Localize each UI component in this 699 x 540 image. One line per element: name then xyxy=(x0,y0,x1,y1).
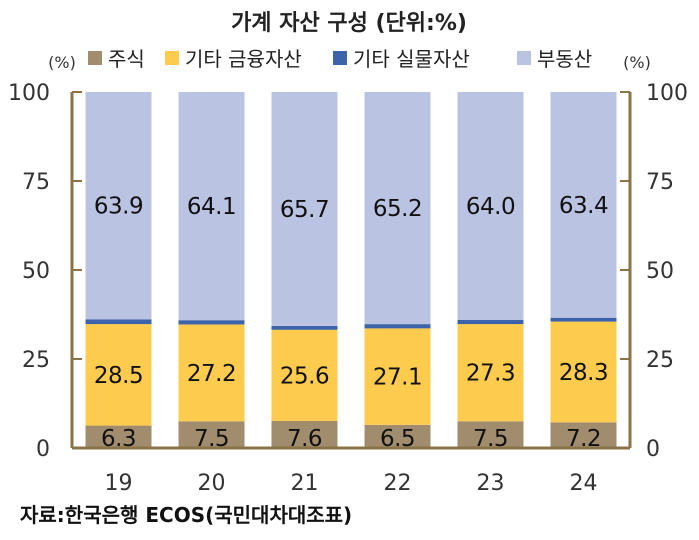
bar-segment-21-3 xyxy=(271,325,338,330)
bar-segment-20-2 xyxy=(178,324,245,422)
bar-segment-21-2 xyxy=(271,329,338,421)
right-tick-label-75: 75 xyxy=(646,170,674,195)
legend-label-2: 기타 금융자산 xyxy=(185,47,302,71)
left-tick-label-0: 0 xyxy=(36,437,50,462)
right-axis-unit: (%) xyxy=(623,53,651,72)
chart-title: 가계 자산 구성 (단위:%) xyxy=(231,11,467,36)
data-label-24-2: 28.3 xyxy=(559,360,608,386)
left-tick-label-100: 100 xyxy=(8,81,50,106)
bar-segment-23-2 xyxy=(457,324,524,422)
x-tick-label-22: 22 xyxy=(384,471,412,496)
bar-segment-23-4 xyxy=(457,92,524,320)
data-label-21-2: 25.6 xyxy=(280,363,329,389)
bar-segment-22-3 xyxy=(364,324,431,329)
bar-segment-22-2 xyxy=(364,328,431,425)
bars xyxy=(85,92,617,448)
bar-segment-20-1 xyxy=(178,421,245,448)
left-tick-label-25: 25 xyxy=(22,348,50,373)
data-label-21-4: 65.7 xyxy=(280,197,329,223)
data-label-20-2: 27.2 xyxy=(187,361,236,387)
bar-segment-22-4 xyxy=(364,92,431,325)
bar-segment-24-1 xyxy=(550,422,617,448)
x-tick-label-24: 24 xyxy=(570,471,598,496)
data-label-19-2: 28.5 xyxy=(94,363,143,389)
legend-swatch-1 xyxy=(88,51,102,65)
x-tick-label-23: 23 xyxy=(477,471,505,496)
data-label-22-2: 27.1 xyxy=(373,365,422,391)
data-label-19-4: 63.9 xyxy=(94,194,143,220)
data-label-24-4: 63.4 xyxy=(559,193,608,219)
right-tick-label-25: 25 xyxy=(646,348,674,373)
data-label-20-4: 64.1 xyxy=(187,194,236,220)
legend-swatch-3 xyxy=(333,51,347,65)
bar-segment-23-1 xyxy=(457,421,524,448)
bar-segment-24-2 xyxy=(550,321,617,423)
bar-segment-22-1 xyxy=(364,424,431,448)
right-tick-label-0: 0 xyxy=(646,437,660,462)
bar-segment-24-4 xyxy=(550,92,617,318)
bar-segment-19-2 xyxy=(85,324,152,426)
data-label-23-4: 64.0 xyxy=(466,194,515,220)
left-tick-label-75: 75 xyxy=(22,170,50,195)
bar-segment-21-1 xyxy=(271,420,338,448)
bar-segment-24-3 xyxy=(550,317,617,322)
right-tick-label-100: 100 xyxy=(646,81,688,106)
legend-swatch-4 xyxy=(517,51,531,65)
bar-segment-19-3 xyxy=(85,319,152,325)
legend-label-4: 부동산 xyxy=(537,47,592,71)
bar-segment-23-3 xyxy=(457,319,524,325)
x-tick-label-20: 20 xyxy=(198,471,226,496)
legend: 주식 기타 금융자산 기타 실물자산 부동산 xyxy=(88,47,592,71)
bar-segment-20-3 xyxy=(178,320,245,325)
x-tick-label-19: 19 xyxy=(105,471,133,496)
legend-label-3: 기타 실물자산 xyxy=(353,47,470,71)
bar-segment-19-1 xyxy=(85,425,152,448)
left-tick-label-50: 50 xyxy=(22,259,50,284)
bar-segment-20-4 xyxy=(178,92,245,321)
legend-swatch-2 xyxy=(165,51,179,65)
data-label-22-4: 65.2 xyxy=(373,196,422,222)
axes: 0 0 25 25 50 50 75 75 100 100 19 20 21 22 23 24 xyxy=(8,81,688,496)
legend-label-1: 주식 xyxy=(108,47,145,71)
right-tick-label-50: 50 xyxy=(646,259,674,284)
source-note: 자료:한국은행 ECOS(국민대차대조표) xyxy=(20,503,352,527)
x-tick-label-21: 21 xyxy=(291,471,319,496)
bar-segment-21-4 xyxy=(271,92,338,326)
data-label-23-2: 27.3 xyxy=(466,361,515,387)
data-labels: 6.328.563.97.527.264.17.625.665.76.527.1… xyxy=(94,193,609,452)
left-axis-unit: (%) xyxy=(48,53,76,72)
bar-segment-19-4 xyxy=(85,92,152,320)
